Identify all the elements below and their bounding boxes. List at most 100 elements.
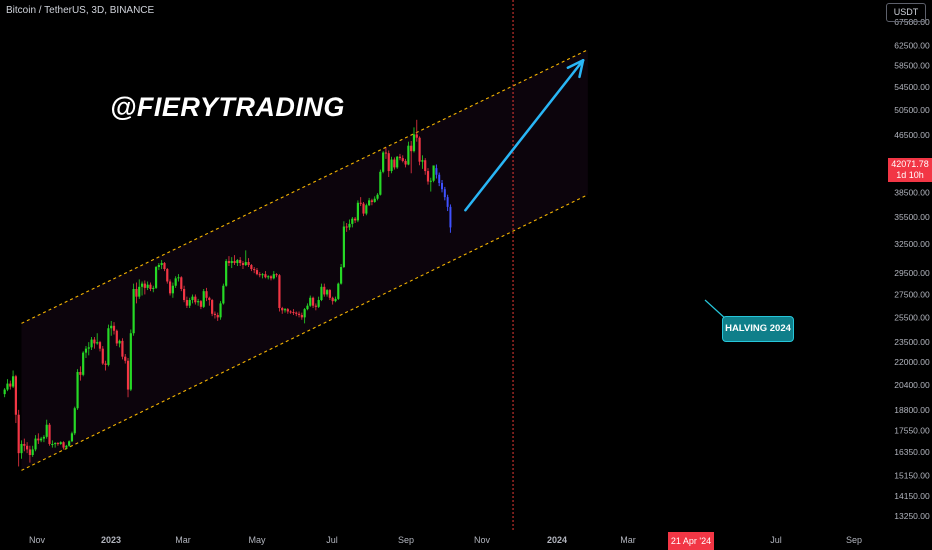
candle-body [432,165,435,181]
candle-body [73,408,76,434]
candle-body [115,330,118,344]
candle-body [314,305,317,307]
time-tick-label: Nov [29,535,46,545]
candle-body [393,159,396,168]
time-tick-label: Nov [474,535,491,545]
candle-body [404,160,407,165]
candle-body [331,297,334,302]
candle-body [138,286,141,297]
projection-candle-body [435,168,438,175]
candle-body [82,352,85,375]
candle-body [225,261,228,286]
candle-body [281,307,284,311]
candle-body [76,371,79,409]
candle-body [236,260,239,264]
candle-body [384,152,388,154]
candle-body [295,312,298,314]
projection-candles-layer [435,164,452,233]
price-axis[interactable]: 67500.00 62500.00 58500.00 54500.00 50500.00… [894,17,930,521]
candle-body [334,298,337,302]
candle-body [65,445,68,448]
candle-body [112,325,116,331]
candle-body [415,134,418,138]
time-tick-label: Sep [398,535,414,545]
candle-body [188,300,191,306]
candle-body [272,274,275,279]
price-tick-label: 27500.00 [894,289,930,299]
price-tick-label: 23500.00 [894,337,930,347]
candle-body [68,441,71,446]
candle-body [197,301,200,303]
candle-body [328,290,331,298]
price-tick-label: 54500.00 [894,82,930,92]
candle-body [387,153,390,172]
candle-body [348,223,351,228]
time-tick-label: Mar [175,535,191,545]
price-tick-label: 15150.00 [894,470,930,480]
candle-body [194,296,197,303]
candle-body [213,313,217,315]
candle-body [255,270,259,275]
candle-body [250,265,253,270]
candles-layer [3,119,435,467]
price-tick-label: 13250.00 [894,511,930,521]
candle-body [191,296,194,301]
candle-body [199,301,203,307]
halving-callout[interactable]: HALVING 2024 [722,316,794,342]
candle-body [157,265,160,268]
candle-body [11,376,15,387]
candle-body [135,288,138,297]
candle-body [407,145,410,165]
candle-body [110,325,113,329]
candle-body [54,443,57,445]
candle-body [365,205,368,214]
candle-body [9,383,12,387]
candle-body [222,285,225,304]
candle-body [351,218,354,224]
time-tick-label: Jul [770,535,782,545]
candle-body [26,445,29,450]
price-tick-label: 50500.00 [894,105,930,115]
candle-body [40,438,43,441]
price-tick-label: 32500.00 [894,239,930,249]
candle-body [354,218,357,221]
candle-body [309,297,312,306]
currency-button[interactable]: USDT [886,3,926,22]
price-tick-label: 67500.00 [894,17,930,27]
candle-body [174,278,177,286]
projection-candle-body [438,174,441,184]
candle-body [96,342,99,344]
time-tick-label: Mar [620,535,636,545]
channel-lower-line [21,194,589,471]
candle-body [325,290,329,295]
candle-body [379,171,382,195]
candle-body [362,203,365,214]
candle-body [171,285,174,294]
candle-body [429,180,432,182]
candle-body [382,152,385,172]
candle-body [424,160,427,172]
projection-candle-body [446,197,449,207]
candle-body [339,267,343,284]
candle-body [278,275,281,308]
time-axis[interactable]: Nov2023MarMayJulSepNov2024MarMayJulSep [29,535,862,545]
candle-body [373,198,376,202]
candle-body [132,288,135,334]
candle-body [267,276,270,278]
price-tick-label: 17550.00 [894,426,930,436]
candle-body [143,283,146,288]
candle-body [205,291,208,298]
bar-countdown: 1d 10h [896,170,924,180]
candle-body [62,442,65,448]
candle-body [320,286,323,301]
candle-body [70,433,74,442]
projection-candle-body [443,189,446,198]
candle-body [202,291,205,307]
candle-body [126,360,130,390]
time-tick-label: Jul [326,535,338,545]
candle-body [87,347,90,349]
candle-body [418,137,421,162]
last-price-value: 42071.78 [891,159,929,169]
price-tick-label: 18800.00 [894,405,930,415]
